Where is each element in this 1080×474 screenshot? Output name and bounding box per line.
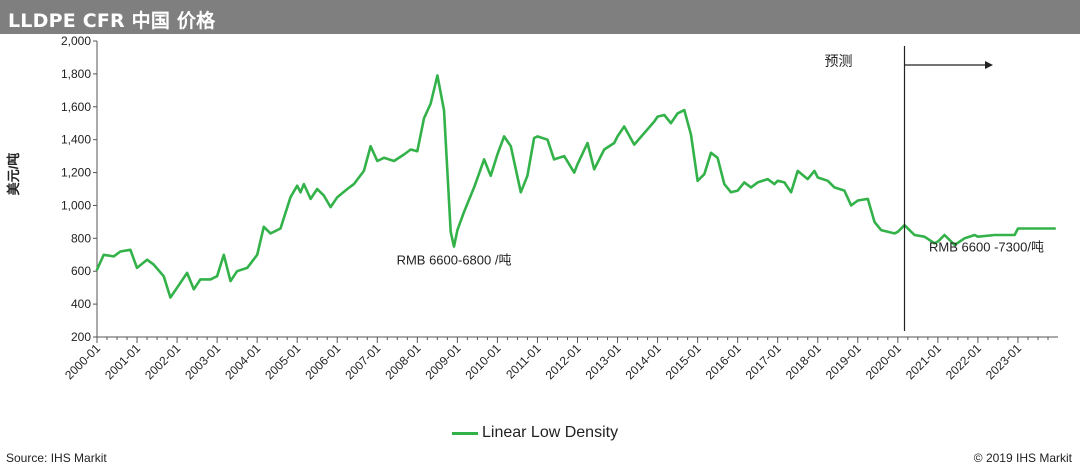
header-bar: LLDPE CFR 中国 价格 bbox=[0, 0, 1080, 34]
y-tick-label: 1,000 bbox=[61, 198, 91, 212]
y-tick-label: 1,400 bbox=[61, 133, 91, 147]
y-tick-label: 200 bbox=[71, 330, 91, 344]
x-tick-label: 2008-01 bbox=[382, 341, 423, 382]
x-tick-label: 2006-01 bbox=[302, 341, 343, 382]
x-tick-label: 2007-01 bbox=[342, 341, 383, 382]
x-tick-label: 2015-01 bbox=[663, 341, 704, 382]
x-tick-label: 2005-01 bbox=[262, 341, 303, 382]
y-tick-label: 2,000 bbox=[61, 34, 91, 48]
page-title: LLDPE CFR 中国 价格 bbox=[8, 10, 216, 32]
line-chart: 200 400 600 800 1,000 1,200 1,400 1,600 1,800 2,0… bbox=[6, 34, 1058, 382]
x-tick-label: 2002-01 bbox=[142, 341, 183, 382]
x-tick-label: 2004-01 bbox=[222, 341, 263, 382]
legend: Linear Low Density bbox=[452, 423, 618, 443]
y-tick-label: 1,800 bbox=[61, 67, 91, 81]
legend-label: Linear Low Density bbox=[482, 424, 619, 441]
x-tick-label: 2000-01 bbox=[62, 341, 103, 382]
x-tick-label: 2010-01 bbox=[462, 341, 503, 382]
x-tick-label: 2020-01 bbox=[863, 341, 904, 382]
annotations-group: RMB 6600-6800 /吨 RMB 6600 -7300/吨 bbox=[397, 240, 1044, 268]
legend-swatch bbox=[452, 431, 478, 435]
x-tick-label: 2019-01 bbox=[823, 341, 864, 382]
series-line-linear-low-density bbox=[95, 74, 1056, 299]
x-tick-label: 2021-01 bbox=[903, 341, 944, 382]
y-tick-label: 600 bbox=[71, 264, 91, 278]
forecast-arrow-head bbox=[985, 61, 993, 69]
x-tick-label: 2017-01 bbox=[743, 341, 784, 382]
y-tick-label: 1,600 bbox=[61, 100, 91, 114]
series-group bbox=[95, 74, 1056, 299]
copyright-note: © 2019 IHS Markit bbox=[973, 451, 1072, 465]
source-note: Source: IHS Markit bbox=[6, 451, 107, 465]
x-tick-label: 2009-01 bbox=[422, 341, 463, 382]
y-tick-label: 400 bbox=[71, 297, 91, 311]
y-tick-label: 1,200 bbox=[61, 166, 91, 180]
forecast-group: 预测 bbox=[825, 46, 993, 331]
x-tick-label: 2014-01 bbox=[623, 341, 664, 382]
x-tick-label: 2013-01 bbox=[583, 341, 624, 382]
x-tick-label: 2012-01 bbox=[543, 341, 584, 382]
y-axis: 200 400 600 800 1,000 1,200 1,400 1,600 1,800 2,0… bbox=[61, 34, 98, 344]
y-tick-label: 800 bbox=[71, 231, 91, 245]
x-tick-label: 2023-01 bbox=[983, 341, 1024, 382]
annotation-forecast: RMB 6600 -7300/吨 bbox=[929, 240, 1044, 255]
annotation-2009: RMB 6600-6800 /吨 bbox=[397, 253, 512, 268]
forecast-label: 预测 bbox=[825, 53, 853, 69]
x-tick-label: 2016-01 bbox=[703, 341, 744, 382]
x-tick-label: 2003-01 bbox=[182, 341, 223, 382]
x-tick-label: 2018-01 bbox=[783, 341, 824, 382]
x-axis: 2000-012001-012002-012003-012004-012005-… bbox=[62, 336, 1058, 382]
x-tick-label: 2022-01 bbox=[943, 341, 984, 382]
x-tick-label: 2001-01 bbox=[102, 341, 143, 382]
y-axis-label: 美元/吨 bbox=[6, 153, 21, 196]
x-tick-label: 2011-01 bbox=[503, 341, 544, 382]
